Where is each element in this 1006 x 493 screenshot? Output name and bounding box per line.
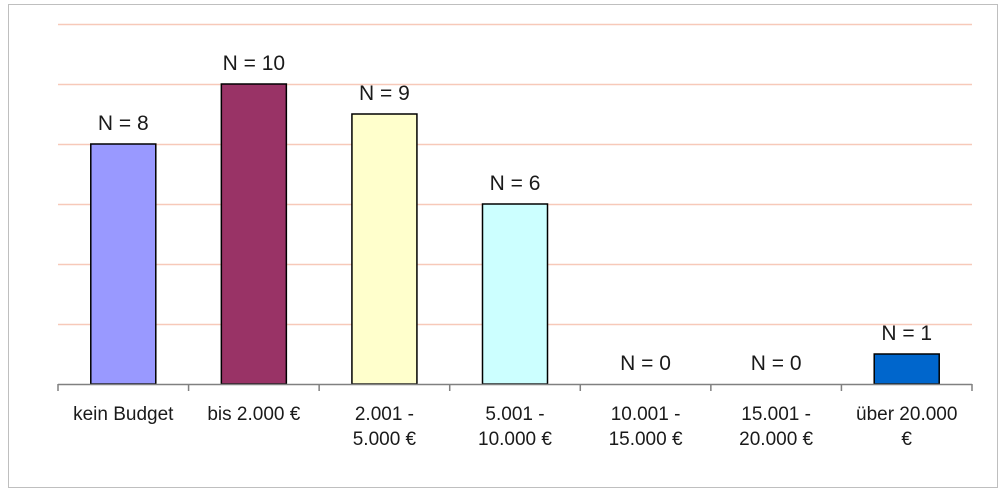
- x-tick-label-3: 5.001 - 10.000 €: [478, 404, 552, 450]
- data-label-0: N = 8: [98, 112, 149, 135]
- x-tick-label-4: 10.001 - 15.000 €: [609, 404, 683, 450]
- x-tick-label-2: 2.001 - 5.000 €: [353, 404, 417, 450]
- bar-6: [873, 353, 940, 385]
- x-tick-label-5: 15.001 - 20.000 €: [739, 404, 813, 450]
- x-tick-label-1: bis 2.000 €: [207, 404, 300, 425]
- x-tick-label-line: 15.001 -: [741, 404, 811, 425]
- x-tick-label-line: 2.001 -: [355, 404, 414, 425]
- data-label-1: N = 10: [223, 52, 285, 75]
- data-label-6: N = 1: [881, 322, 932, 345]
- bar-0: [90, 143, 157, 385]
- x-tick-label-line: 20.000 €: [739, 429, 813, 450]
- data-label-5: N = 0: [751, 352, 802, 375]
- x-tick-label-line: €: [901, 429, 912, 450]
- bar-3: [481, 203, 549, 385]
- x-tick-label-6: über 20.000 €: [856, 404, 957, 450]
- bar-2: [351, 113, 418, 385]
- x-tick-label-line: kein Budget: [73, 404, 174, 425]
- x-tick-label-line: 10.001 -: [611, 404, 681, 425]
- data-label-4: N = 0: [620, 352, 671, 375]
- data-label-3: N = 6: [490, 172, 541, 195]
- x-tick-label-0: kein Budget: [73, 404, 174, 425]
- x-tick-label-line: 15.000 €: [609, 429, 683, 450]
- x-tick-label-line: über 20.000: [856, 404, 957, 425]
- bar-1: [220, 83, 288, 385]
- x-tick-label-line: bis 2.000 €: [207, 404, 300, 425]
- x-tick-label-line: 5.001 -: [485, 404, 544, 425]
- x-tick-label-line: 5.000 €: [353, 429, 417, 450]
- x-tick-label-line: 10.000 €: [478, 429, 552, 450]
- data-label-2: N = 9: [359, 82, 410, 105]
